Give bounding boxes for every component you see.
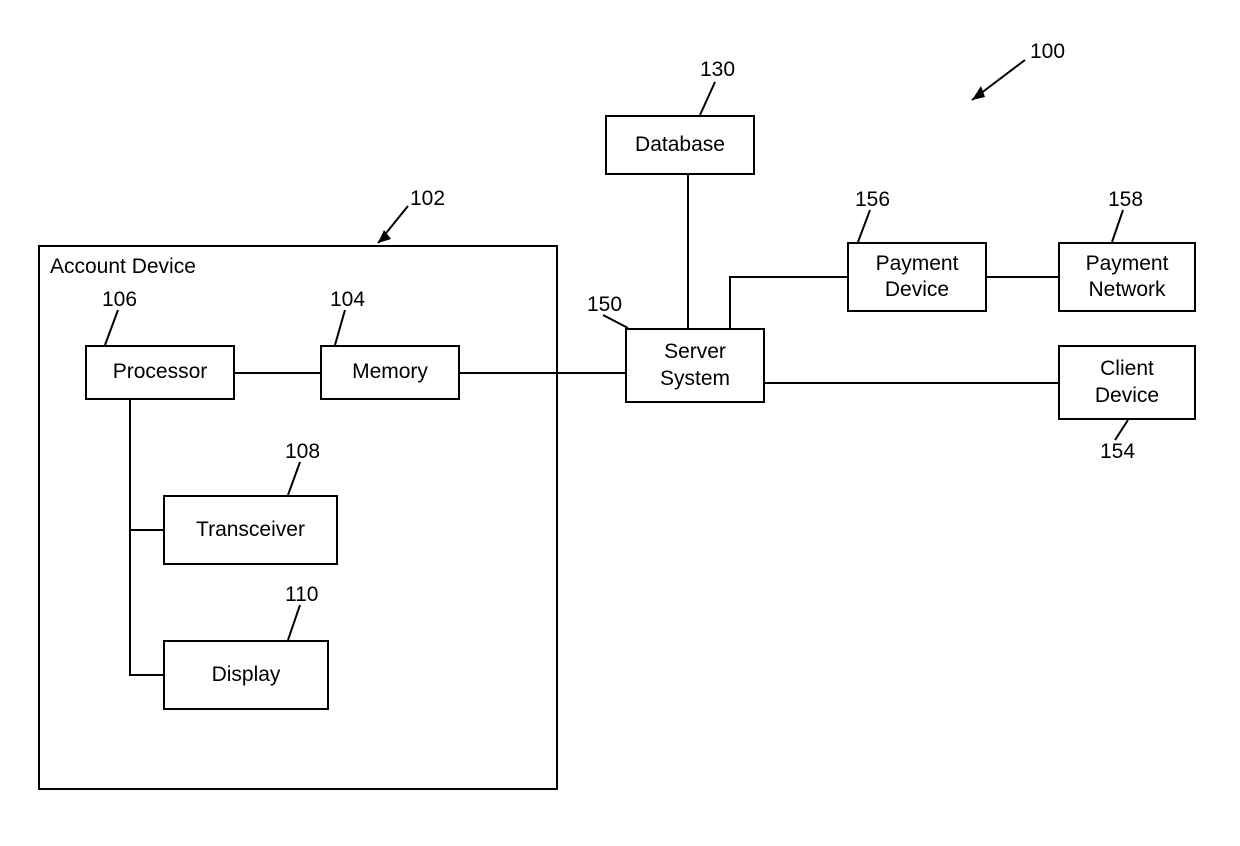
- ref-106: 106: [102, 288, 137, 312]
- display-node: Display: [163, 640, 329, 710]
- ref-158: 158: [1108, 188, 1143, 212]
- ref-110: 110: [285, 583, 318, 607]
- client-device-label: ClientDevice: [1095, 356, 1159, 409]
- memory-node: Memory: [320, 345, 460, 400]
- server-system-label: ServerSystem: [660, 339, 730, 392]
- display-label: Display: [212, 662, 281, 688]
- ref-154: 154: [1100, 440, 1135, 464]
- server-system-node: ServerSystem: [625, 328, 765, 403]
- ref-102: 102: [410, 187, 445, 211]
- payment-network-label: PaymentNetwork: [1086, 251, 1169, 304]
- ref-108: 108: [285, 440, 320, 464]
- processor-label: Processor: [113, 359, 208, 385]
- transceiver-label: Transceiver: [196, 517, 305, 543]
- ref-130: 130: [700, 58, 735, 82]
- ref-156: 156: [855, 188, 890, 212]
- ref-104: 104: [330, 288, 365, 312]
- ref-150: 150: [587, 293, 622, 317]
- ref-100: 100: [1030, 40, 1065, 64]
- processor-node: Processor: [85, 345, 235, 400]
- payment-device-label: PaymentDevice: [876, 251, 959, 304]
- database-label: Database: [635, 132, 725, 158]
- client-device-node: ClientDevice: [1058, 345, 1196, 420]
- payment-device-node: PaymentDevice: [847, 242, 987, 312]
- account-device-label: Account Device: [50, 255, 196, 279]
- memory-label: Memory: [352, 359, 428, 385]
- payment-network-node: PaymentNetwork: [1058, 242, 1196, 312]
- transceiver-node: Transceiver: [163, 495, 338, 565]
- database-node: Database: [605, 115, 755, 175]
